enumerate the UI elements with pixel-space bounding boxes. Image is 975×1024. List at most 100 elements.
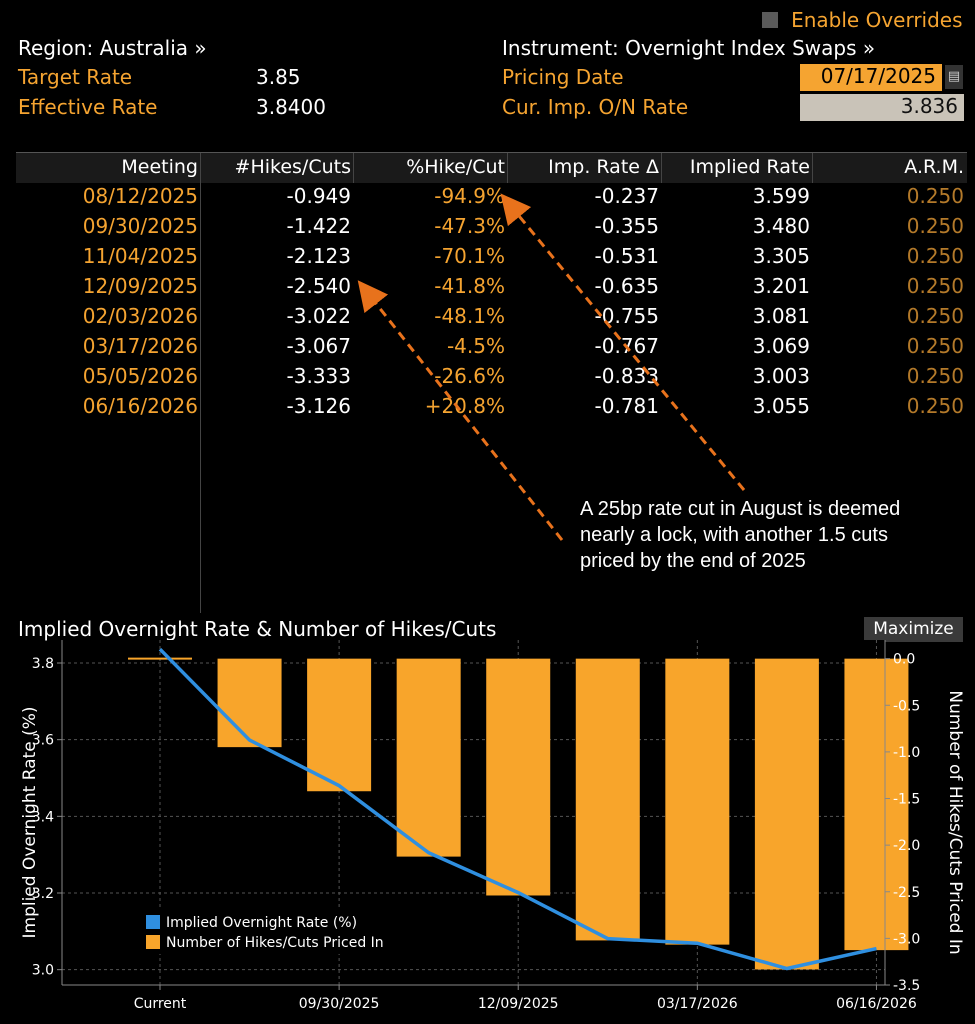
y2-axis-title: Number of Hikes/Cuts Priced In <box>945 690 965 954</box>
rate-chart: 3.8 3.6 3.4 3.2 3.0 0.0 -0.5 -1.0 -1.5 -2.0 -2.5 -3… <box>20 640 965 1012</box>
y2-tick-label: -0.5 <box>893 698 920 714</box>
table-cell: 3.201 <box>752 274 810 298</box>
table-cell: -0.531 <box>594 244 659 268</box>
y2-tick-label: -1.5 <box>893 792 920 808</box>
x-tick-label: Current <box>134 996 187 1012</box>
cur-imp-rate-field: 3.836 <box>800 94 964 121</box>
y2-tick-label: -2.0 <box>893 838 920 854</box>
table-cell: -4.5% <box>446 334 505 358</box>
table-cell: 3.069 <box>752 334 810 358</box>
column-divider <box>812 153 813 183</box>
table-cell: 06/16/2026 <box>82 394 198 418</box>
table-cell: 3.480 <box>752 214 810 238</box>
legend-swatch-line <box>146 915 160 929</box>
y-tick-label: 3.4 <box>32 809 54 825</box>
column-header[interactable]: Implied Rate <box>689 156 810 178</box>
y-tick-label: 3.8 <box>32 656 54 672</box>
calendar-icon[interactable]: ▤ <box>945 65 963 89</box>
cur-imp-rate-value: 3.836 <box>900 94 958 118</box>
y-tick-label: 3.6 <box>32 733 54 749</box>
table-cell: -0.949 <box>286 184 351 208</box>
table-cell: -0.755 <box>594 304 659 328</box>
table-cell: 3.599 <box>752 184 810 208</box>
annotation-line: A 25bp rate cut in August is deemed <box>580 498 901 520</box>
table-cell: 03/17/2026 <box>82 334 198 358</box>
table-cell: -26.6% <box>434 364 505 388</box>
bar-hikes-cuts <box>844 658 909 951</box>
column-header[interactable]: #Hikes/Cuts <box>234 156 351 178</box>
table-cell: 02/03/2026 <box>82 304 198 328</box>
maximize-button[interactable]: Maximize <box>864 617 963 642</box>
instrument-selector[interactable]: Instrument: Overnight Index Swaps » <box>502 36 876 60</box>
table-cell: -2.123 <box>286 244 351 268</box>
y2-tick-label: -3.0 <box>893 931 920 947</box>
x-tick-label: 09/30/2025 <box>299 996 380 1012</box>
y2-tick-label: -1.0 <box>893 745 920 761</box>
annotation-line: priced by the end of 2025 <box>580 550 806 572</box>
table-cell: -0.237 <box>594 184 659 208</box>
table-cell: -0.355 <box>594 214 659 238</box>
table-cell: 0.250 <box>906 274 964 298</box>
bar-hikes-cuts <box>575 658 640 941</box>
column-divider <box>661 153 662 183</box>
target-rate-value: 3.85 <box>256 65 301 89</box>
line-implied-rate <box>158 647 877 971</box>
meetings-table: Meeting #Hikes/Cuts %Hike/Cut Imp. Rate Δ Im… <box>16 152 967 613</box>
legend-box <box>140 910 422 954</box>
cur-imp-rate-label: Cur. Imp. O/N Rate <box>502 95 689 119</box>
table-cell: -0.781 <box>594 394 659 418</box>
target-rate-label: Target Rate <box>18 65 133 89</box>
column-header[interactable]: Imp. Rate Δ <box>548 156 659 178</box>
x-tick-label: 06/16/2026 <box>836 996 917 1012</box>
chart-title: Implied Overnight Rate & Number of Hikes… <box>18 617 497 641</box>
table-cell: 12/09/2025 <box>82 274 198 298</box>
table-cell: 3.081 <box>752 304 810 328</box>
table-cell: 11/04/2025 <box>82 244 198 268</box>
x-tick-label: 03/17/2026 <box>657 996 738 1012</box>
table-cell: -0.833 <box>594 364 659 388</box>
table-cell: -1.422 <box>286 214 351 238</box>
y2-tick-label: -2.5 <box>893 885 920 901</box>
table-cell: 0.250 <box>906 184 964 208</box>
table-cell: 0.250 <box>906 394 964 418</box>
pricing-date-value: 07/17/2025 <box>820 64 936 88</box>
table-cell: -47.3% <box>434 214 505 238</box>
bar-hikes-cuts <box>217 658 282 748</box>
enable-overrides[interactable]: Enable Overrides <box>762 8 963 32</box>
column-divider <box>507 153 508 183</box>
bar-hikes-cuts <box>486 658 551 896</box>
column-header[interactable]: A.R.M. <box>904 156 964 178</box>
y-tick-label: 3.0 <box>32 963 54 979</box>
table-cell: -3.333 <box>286 364 351 388</box>
column-header[interactable]: %Hike/Cut <box>406 156 505 178</box>
table-cell: 05/05/2026 <box>82 364 198 388</box>
annotation-arrows <box>357 193 746 541</box>
bar-hikes-cuts <box>396 658 461 857</box>
table-cell: -3.067 <box>286 334 351 358</box>
table-cell: -3.126 <box>286 394 351 418</box>
table-cell: 0.250 <box>906 304 964 328</box>
table-cell: 0.250 <box>906 334 964 358</box>
region-selector[interactable]: Region: Australia » <box>18 36 207 60</box>
column-header[interactable]: Meeting <box>121 156 198 178</box>
legend-label: Implied Overnight Rate (%) <box>166 915 357 931</box>
bar-hikes-cuts <box>754 658 819 970</box>
table-cell: -70.1% <box>434 244 505 268</box>
bar-hikes-cuts <box>665 658 730 945</box>
overrides-checkbox[interactable] <box>762 12 778 28</box>
annotation-arrow-2025 <box>357 280 564 541</box>
y-axis-title: Implied Overnight Rate (%) <box>20 707 40 939</box>
y2-tick-label: 0.0 <box>893 652 915 668</box>
table-cell: -0.635 <box>594 274 659 298</box>
pricing-date-label: Pricing Date <box>502 65 624 89</box>
table-cell: -3.022 <box>286 304 351 328</box>
table-cell: 09/30/2025 <box>82 214 198 238</box>
table-cell: -2.540 <box>286 274 351 298</box>
table-cell: 0.250 <box>906 214 964 238</box>
table-cell: 3.003 <box>752 364 810 388</box>
pricing-date-field[interactable]: 07/17/2025 <box>800 64 942 91</box>
table-cell: 0.250 <box>906 244 964 268</box>
effective-rate-label: Effective Rate <box>18 95 158 119</box>
bar-hikes-cuts <box>307 658 372 792</box>
table-cell: 08/12/2025 <box>82 184 198 208</box>
